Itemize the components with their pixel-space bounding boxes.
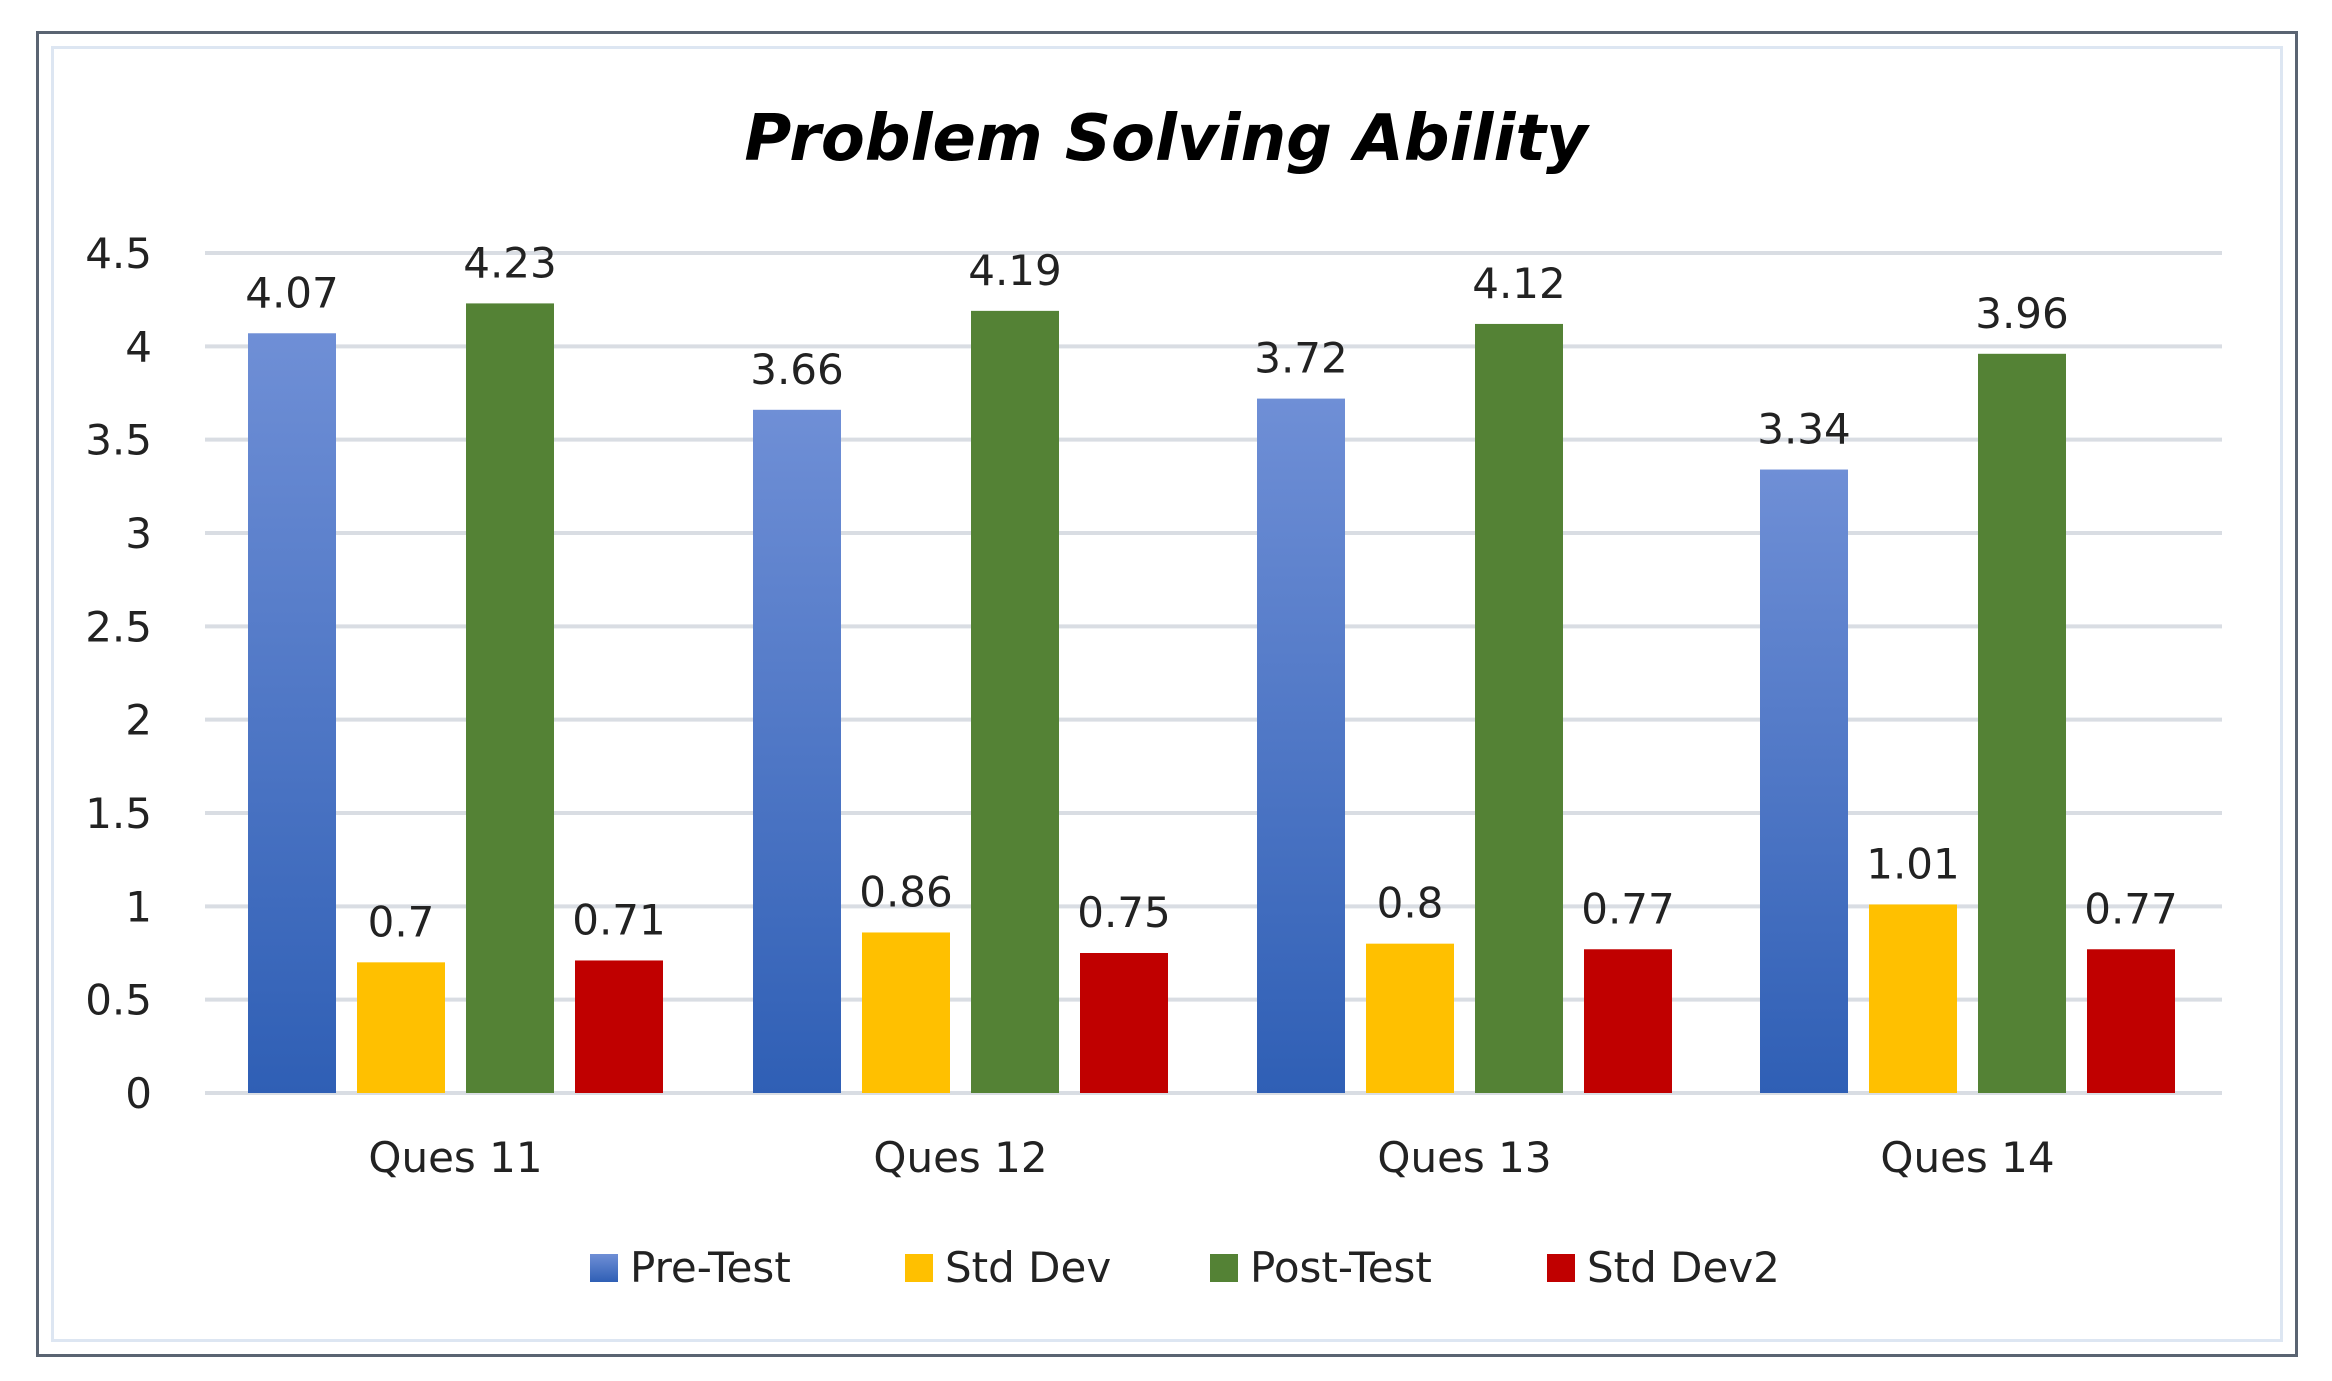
bar-post-test-2 — [971, 310, 1059, 1093]
bar-std-dev2-1 — [575, 960, 663, 1093]
legend-label: Post-Test — [1250, 1243, 1432, 1292]
y-tick-label: 1 — [125, 882, 152, 931]
bars — [248, 303, 2175, 1094]
x-axis: Ques 11 Ques 12 Ques 13 Ques 14 — [368, 1133, 2054, 1182]
y-tick-label: 0 — [125, 1069, 152, 1118]
chart-area — [51, 46, 2283, 1342]
data-label: 4.07 — [245, 268, 339, 317]
legend-swatch — [1210, 1254, 1238, 1282]
data-label: 0.71 — [572, 895, 666, 944]
x-tick-label: Ques 13 — [1377, 1133, 1551, 1182]
data-label: 3.72 — [1254, 334, 1348, 383]
data-label: 3.66 — [750, 345, 844, 394]
data-label: 4.19 — [968, 246, 1062, 295]
data-label: 3.96 — [1975, 289, 2069, 338]
y-tick-label: 1.5 — [85, 789, 152, 838]
bar-pre-test-4 — [1760, 469, 1848, 1093]
bar-pre-test-1 — [248, 333, 336, 1093]
data-label: 4.23 — [463, 238, 557, 287]
legend-item-post-test[interactable]: Post-Test — [1210, 1243, 1432, 1292]
bar-std-dev2-3 — [1584, 949, 1672, 1093]
data-labels: 4.07 0.7 4.23 0.71 3.66 0.86 4.19 0.75 3.72 0.8 4.… — [245, 238, 2178, 946]
bar-post-test-4 — [1978, 353, 2066, 1093]
y-axis: 0 0.5 1 1.5 2 2.5 3 3.5 4 4.5 — [85, 229, 152, 1118]
x-tick-label: Ques 12 — [873, 1133, 1047, 1182]
bar-post-test-3 — [1475, 323, 1563, 1093]
legend-swatch — [1547, 1254, 1575, 1282]
bar-pre-test-2 — [753, 409, 841, 1093]
legend-item-pre-test[interactable]: Pre-Test — [590, 1243, 791, 1292]
x-tick-label: Ques 14 — [1880, 1133, 2054, 1182]
y-tick-label: 0.5 — [85, 976, 152, 1025]
data-label: 3.34 — [1757, 405, 1851, 454]
bar-std-dev-2 — [862, 932, 950, 1093]
data-label: 1.01 — [1866, 839, 1960, 888]
y-tick-label: 3.5 — [85, 416, 152, 465]
data-label: 0.77 — [1581, 884, 1675, 933]
data-label: 0.7 — [368, 897, 435, 946]
data-label: 0.75 — [1077, 888, 1171, 937]
legend-label: Pre-Test — [630, 1243, 791, 1292]
data-label: 0.8 — [1377, 879, 1444, 928]
legend: Pre-Test Std Dev Post-Test Std Dev2 — [590, 1243, 1780, 1292]
data-label: 0.77 — [2084, 884, 2178, 933]
legend-item-std-dev2[interactable]: Std Dev2 — [1547, 1243, 1780, 1292]
chart-title: Problem Solving Ability — [744, 102, 1590, 176]
legend-swatch — [590, 1254, 618, 1282]
legend-label: Std Dev — [945, 1243, 1111, 1292]
bar-std-dev2-4 — [2087, 949, 2175, 1093]
y-tick-label: 3 — [125, 509, 152, 558]
legend-item-std-dev[interactable]: Std Dev — [905, 1243, 1111, 1292]
data-label: 0.86 — [859, 867, 953, 916]
y-tick-label: 4.5 — [85, 229, 152, 278]
bar-std-dev2-2 — [1080, 953, 1168, 1093]
y-tick-label: 4 — [125, 322, 152, 371]
y-tick-label: 2 — [125, 696, 152, 745]
legend-label: Std Dev2 — [1587, 1243, 1780, 1292]
bar-std-dev-1 — [357, 962, 445, 1093]
bar-post-test-1 — [466, 303, 554, 1093]
data-label: 4.12 — [1472, 259, 1566, 308]
bar-std-dev-4 — [1869, 904, 1957, 1093]
x-tick-label: Ques 11 — [368, 1133, 542, 1182]
y-tick-label: 2.5 — [85, 602, 152, 651]
bar-pre-test-3 — [1257, 398, 1345, 1094]
bar-std-dev-3 — [1366, 943, 1454, 1093]
legend-swatch — [905, 1254, 933, 1282]
